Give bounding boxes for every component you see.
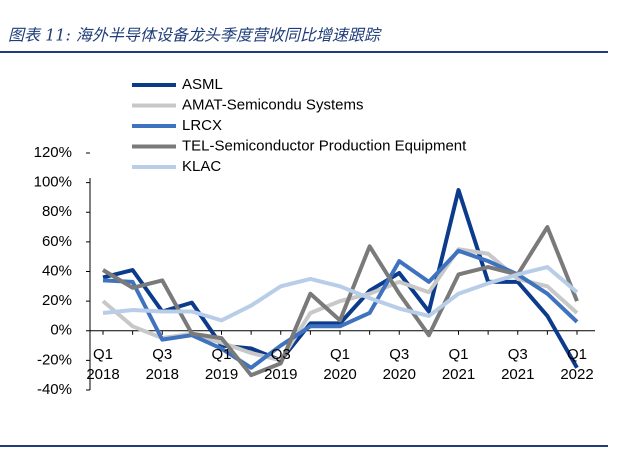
series-line [102,265,579,323]
y-tick-label: 100% [34,174,72,191]
y-tick-label: 120% [34,144,72,161]
legend-label: ASML [182,76,223,93]
x-tick-label: Q1 2019 [204,345,239,383]
x-tick-label: Q1 2020 [323,345,357,383]
series-line [102,248,579,370]
y-tick-label: -40% [37,381,72,398]
y-tick-label: 80% [42,203,72,220]
series-line [101,225,579,378]
x-tick-label: Q3 2018 [145,345,179,383]
legend-label: LRCX [182,117,222,134]
legend-label: TEL-Semiconductor Production Equipment [182,137,467,154]
y-tick-label: 40% [42,262,72,279]
legend-label: KLAC [182,158,221,175]
x-tick-label: Q1 2021 [441,345,476,383]
x-tick-label: Q3 2020 [382,345,416,383]
y-tick-label: 60% [42,233,72,250]
y-tick-label: 20% [42,292,72,309]
chart-title: 图表 11: 海外半导体设备龙头季度营收同比增速跟踪 [8,26,382,45]
x-tick-label: Q3 2021 [501,345,535,383]
x-tick-label: Q1 2022 [560,345,594,383]
y-tick-label: 0% [50,322,72,339]
legend-label: AMAT-Semicondu Systems [182,96,363,113]
x-tick-label: Q1 2018 [86,345,120,383]
x-tick-label: Q3 2019 [264,345,298,383]
y-tick-label: -20% [37,351,72,368]
